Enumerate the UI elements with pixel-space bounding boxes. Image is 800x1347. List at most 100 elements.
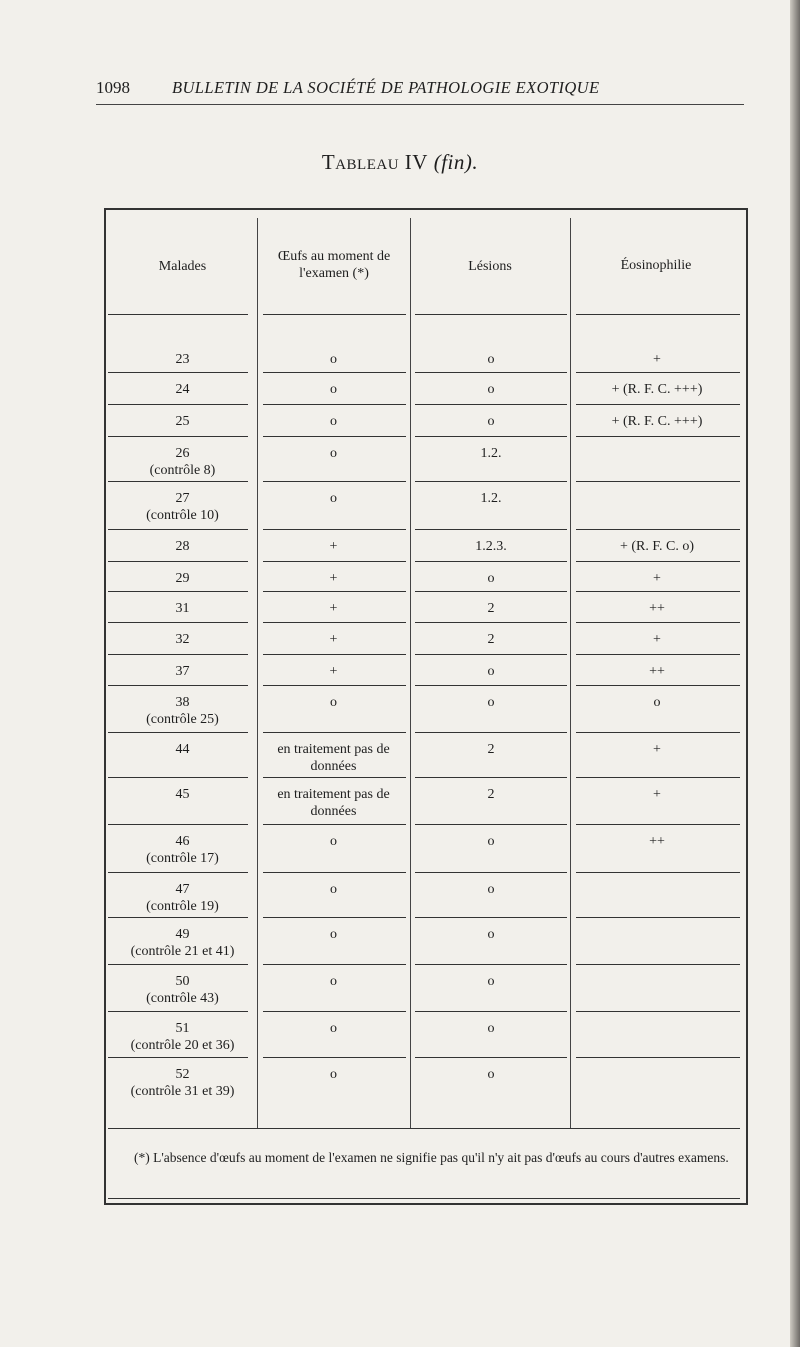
cell-oeufs: + (261, 631, 406, 648)
cell-lesions: 2 (414, 786, 568, 803)
row-separator (415, 1057, 567, 1058)
cell-eosinophilie: + (574, 570, 740, 587)
malade-text: 49 (175, 927, 190, 942)
cell-eosinophilie: + (R. F. C. +++) (574, 381, 740, 398)
header-rule (96, 104, 744, 105)
cell-oeufs: o (261, 351, 406, 368)
cell-malades: 47 (contrôle 19) (108, 881, 257, 915)
cell-malades: 37 (108, 663, 257, 680)
cell-oeufs: o (261, 490, 406, 507)
cell-oeufs: o (261, 833, 406, 850)
row-separator (108, 1011, 248, 1012)
lesions-text: o (487, 927, 495, 942)
cell-oeufs: + (261, 663, 406, 680)
cell-malades: 31 (108, 600, 257, 617)
cell-lesions: 2 (414, 741, 568, 758)
cell-oeufs: o (261, 413, 406, 430)
row-separator (108, 622, 248, 623)
cell-malades: 44 (108, 741, 257, 758)
row-separator (415, 964, 567, 965)
row-separator (263, 436, 406, 437)
malade-text: 27 (175, 491, 190, 506)
row-separator (263, 372, 406, 373)
row-separator (263, 1011, 406, 1012)
row-separator (263, 732, 406, 733)
cell-oeufs: o (261, 881, 406, 898)
row-separator (576, 404, 740, 405)
row-separator (263, 654, 406, 655)
malade-text: 32 (175, 632, 190, 647)
table-row: 29 + o + (108, 562, 740, 592)
lesions-text: o (487, 1021, 495, 1036)
oeufs-text: en traitement pas de données (277, 787, 390, 819)
cell-malades: 24 (108, 381, 257, 398)
table-row: 47 (contrôle 19) o o (108, 873, 740, 918)
cell-lesions: o (414, 570, 568, 587)
row-separator (108, 436, 248, 437)
malade-text: 25 (175, 414, 190, 429)
row-separator (263, 777, 406, 778)
eosinophilie-text: + (653, 632, 661, 647)
row-separator (108, 964, 248, 965)
row-separator (108, 732, 248, 733)
lesions-text: o (487, 695, 495, 710)
table-row: 44 en traitement pas de données 2 + (108, 733, 740, 778)
cell-lesions: o (414, 881, 568, 898)
table-row: 24 o o + (R. F. C. +++) (108, 373, 740, 405)
cell-oeufs: o (261, 926, 406, 943)
table-row: 27 (contrôle 10) o 1.2. (108, 482, 740, 530)
cell-oeufs: o (261, 973, 406, 990)
row-separator (263, 591, 406, 592)
row-separator (108, 917, 248, 918)
table-row: 49 (contrôle 21 et 41) o o (108, 918, 740, 965)
row-separator (263, 561, 406, 562)
cell-oeufs: o (261, 381, 406, 398)
cell-lesions: o (414, 833, 568, 850)
row-separator (263, 964, 406, 965)
header-separator (108, 295, 740, 315)
eosinophilie-text: ++ (649, 834, 665, 849)
row-separator (415, 654, 567, 655)
oeufs-text: o (330, 352, 337, 367)
footnote: (*) L'absence d'œufs au moment de l'exam… (134, 1150, 729, 1165)
malade-text: 23 (175, 352, 190, 367)
cell-malades: 51 (contrôle 20 et 36) (108, 1020, 257, 1054)
row-separator (576, 777, 740, 778)
table-row: 23 o o + (108, 315, 740, 373)
cell-eosinophilie: ++ (574, 833, 740, 850)
cell-lesions: o (414, 926, 568, 943)
controle-text: (contrôle 19) (146, 899, 219, 914)
row-separator (263, 1057, 406, 1058)
row-separator (415, 436, 567, 437)
table-row: 28 +1.2.3. + (R. F. C. o) (108, 530, 740, 562)
controle-text: (contrôle 8) (149, 463, 216, 478)
eosinophilie-text: + (653, 571, 661, 586)
table-row: 52 (contrôle 31 et 39) o o (108, 1058, 740, 1128)
lesions-text: o (487, 834, 495, 849)
lesions-text: o (487, 1067, 495, 1082)
lesions-text: 1.2. (480, 491, 502, 506)
cell-malades: 32 (108, 631, 257, 648)
lesions-text: o (487, 882, 495, 897)
table-title-suffix: (fin). (433, 150, 479, 174)
table-row: 38 (contrôle 25) o o o (108, 686, 740, 733)
row-separator (108, 404, 248, 405)
table-title-main: Tableau IV (321, 150, 428, 174)
table-title: Tableau IV (fin). (0, 150, 800, 175)
row-separator (108, 529, 248, 530)
controle-text: (contrôle 43) (146, 991, 219, 1006)
oeufs-text: + (329, 539, 338, 554)
cell-malades: 52 (contrôle 31 et 39) (108, 1066, 257, 1100)
malade-text: 51 (175, 1021, 190, 1036)
row-separator (576, 917, 740, 918)
row-separator (576, 685, 740, 686)
lesions-text: o (487, 571, 495, 586)
eosinophilie-text: o (653, 695, 661, 710)
oeufs-text: o (330, 446, 337, 461)
oeufs-text: o (330, 974, 337, 989)
page-number: 1098 (96, 78, 130, 97)
row-separator (576, 529, 740, 530)
row-separator (108, 824, 248, 825)
lesions-text: 1.2. (480, 446, 502, 461)
controle-text: (contrôle 25) (146, 712, 219, 727)
